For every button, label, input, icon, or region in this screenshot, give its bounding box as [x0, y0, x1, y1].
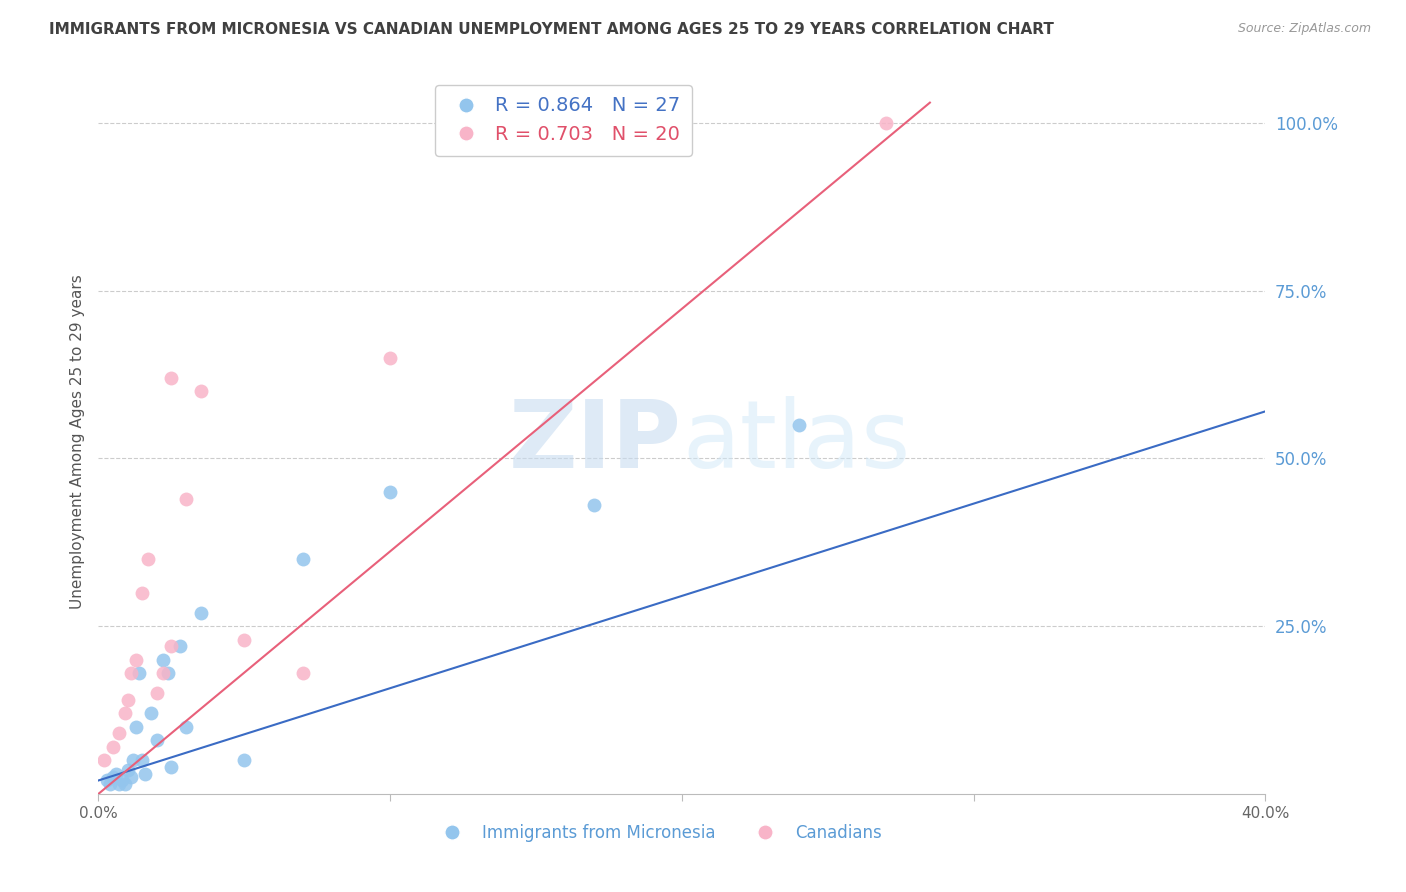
- Point: [160, 760, 183, 774]
- Point: [96, 773, 118, 788]
- Point: [108, 777, 131, 791]
- Point: [114, 777, 136, 791]
- Point: [98, 777, 121, 791]
- Y-axis label: Unemployment Among Ages 25 to 29 years: Unemployment Among Ages 25 to 29 years: [69, 274, 84, 609]
- Point: [108, 726, 131, 740]
- Point: [111, 773, 134, 788]
- Point: [160, 371, 183, 385]
- Point: [174, 720, 197, 734]
- Point: [160, 639, 183, 653]
- Point: [190, 384, 212, 399]
- Point: [380, 484, 402, 499]
- Point: [190, 606, 212, 620]
- Point: [174, 491, 197, 506]
- Point: [131, 585, 153, 599]
- Point: [131, 753, 153, 767]
- Point: [120, 770, 142, 784]
- Point: [291, 666, 314, 681]
- Point: [233, 753, 256, 767]
- Point: [467, 129, 489, 144]
- Point: [157, 666, 180, 681]
- Point: [380, 351, 402, 365]
- Point: [114, 706, 136, 721]
- Legend: Immigrants from Micronesia, Canadians: Immigrants from Micronesia, Canadians: [429, 818, 889, 849]
- Point: [152, 666, 174, 681]
- Text: atlas: atlas: [682, 395, 910, 488]
- Point: [146, 733, 169, 747]
- Point: [101, 770, 124, 784]
- Point: [139, 706, 162, 721]
- Point: [169, 639, 191, 653]
- Point: [233, 632, 256, 647]
- Point: [93, 753, 115, 767]
- Point: [134, 766, 156, 780]
- Point: [291, 552, 314, 566]
- Point: [101, 739, 124, 754]
- Point: [787, 417, 810, 432]
- Text: Source: ZipAtlas.com: Source: ZipAtlas.com: [1237, 22, 1371, 36]
- Point: [875, 116, 897, 130]
- Point: [146, 686, 169, 700]
- Text: IMMIGRANTS FROM MICRONESIA VS CANADIAN UNEMPLOYMENT AMONG AGES 25 TO 29 YEARS CO: IMMIGRANTS FROM MICRONESIA VS CANADIAN U…: [49, 22, 1054, 37]
- Text: ZIP: ZIP: [509, 395, 682, 488]
- Point: [125, 720, 148, 734]
- Point: [583, 498, 606, 512]
- Point: [152, 653, 174, 667]
- Point: [122, 753, 145, 767]
- Point: [117, 764, 139, 778]
- Point: [104, 766, 127, 780]
- Point: [117, 693, 139, 707]
- Point: [128, 666, 150, 681]
- Point: [120, 666, 142, 681]
- Point: [136, 552, 159, 566]
- Point: [125, 653, 148, 667]
